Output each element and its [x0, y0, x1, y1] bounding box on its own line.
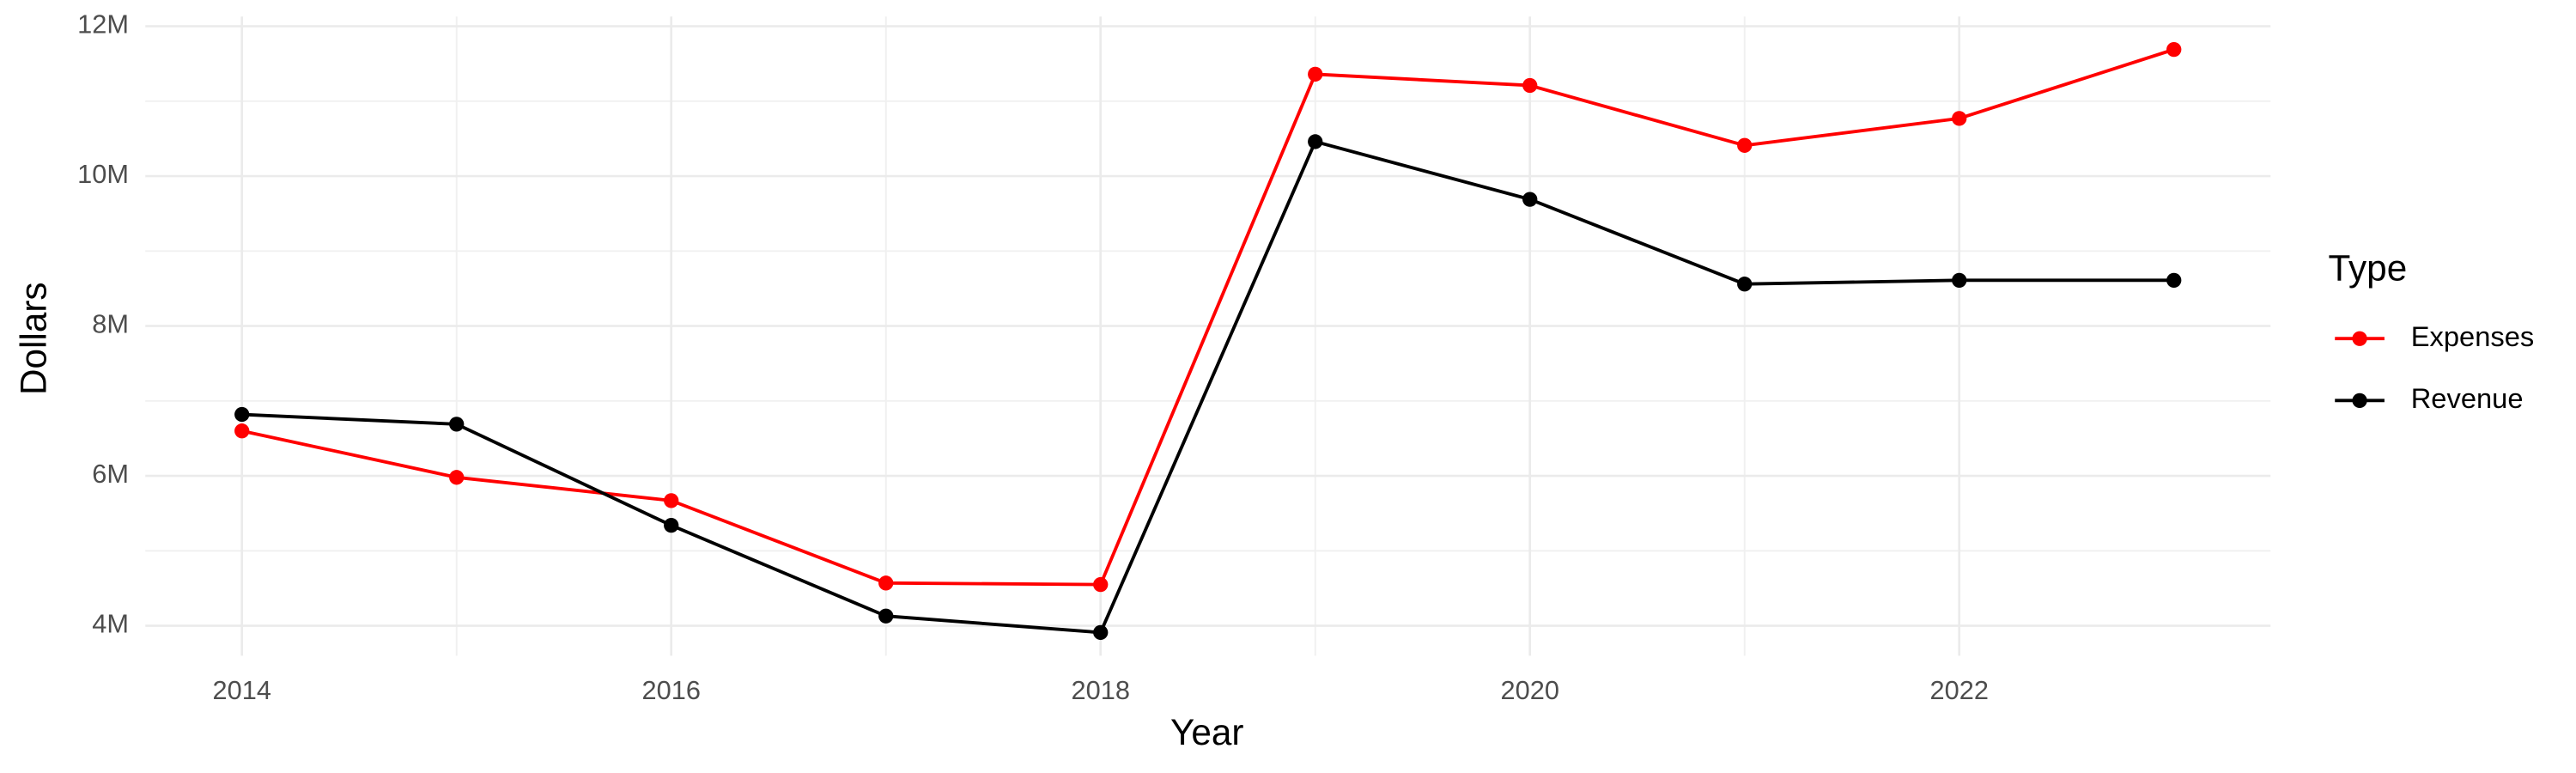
data-point — [234, 406, 250, 423]
data-point — [878, 575, 894, 591]
legend-label: Revenue — [2411, 382, 2524, 414]
y-axis-title: Dollars — [13, 282, 53, 395]
y-tick-label: 6M — [92, 459, 129, 489]
x-tick-label: 2022 — [1930, 675, 1989, 705]
data-point — [449, 417, 465, 432]
data-point — [1522, 192, 1538, 207]
data-point — [1093, 624, 1109, 641]
data-point — [1308, 134, 1323, 149]
series-line — [241, 139, 2174, 635]
data-point — [2166, 41, 2182, 58]
legend-title: Type — [2329, 248, 2408, 289]
data-point — [878, 608, 894, 624]
x-tick-label: 2016 — [642, 675, 701, 705]
y-tick-label: 12M — [77, 9, 129, 40]
x-tick-label: 2020 — [1501, 675, 1559, 705]
data-point — [234, 423, 250, 439]
y-tick-label: 10M — [77, 159, 129, 189]
y-tick-label: 4M — [92, 609, 129, 639]
legend-point — [2352, 331, 2367, 346]
data-point — [1308, 66, 1323, 82]
data-point — [1522, 77, 1538, 94]
legend-label: Expenses — [2411, 320, 2535, 352]
series-line — [241, 47, 2175, 587]
data-point — [1737, 137, 1753, 153]
data-point — [1952, 272, 1967, 288]
data-point — [1093, 576, 1109, 593]
data-point — [664, 493, 679, 508]
marks — [234, 41, 2182, 641]
data-point — [449, 470, 465, 485]
data-point — [1952, 111, 1967, 126]
x-axis-title: Year — [1170, 712, 1243, 752]
legend-point — [2352, 393, 2367, 408]
x-tick-label: 2018 — [1072, 675, 1130, 705]
data-point — [2166, 272, 2182, 288]
data-point — [1737, 277, 1753, 292]
data-point — [664, 517, 679, 533]
y-tick-label: 8M — [92, 309, 129, 339]
x-tick-label: 2014 — [213, 675, 271, 705]
grid — [145, 16, 2271, 656]
